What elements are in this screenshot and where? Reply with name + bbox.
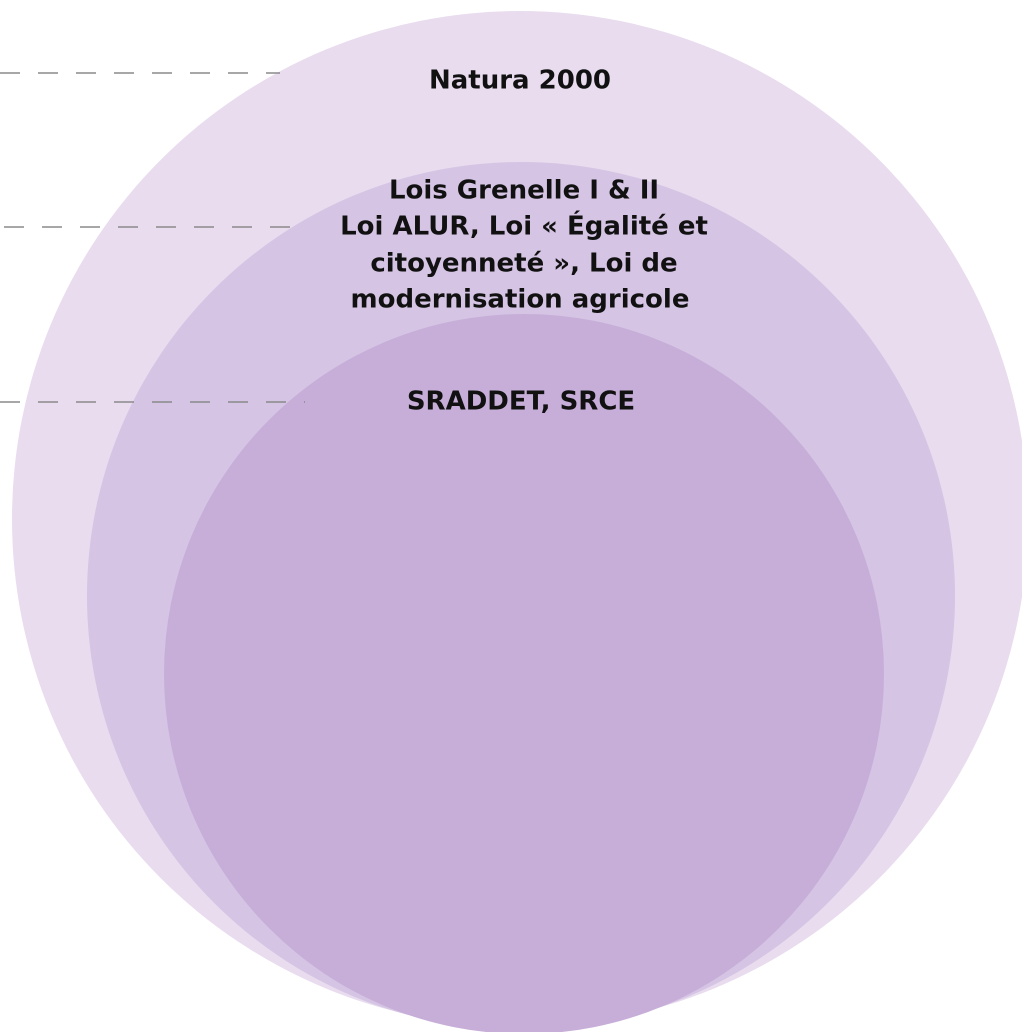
circle-label: Lois Grenelle I & II (389, 176, 659, 206)
circle-label: citoyenneté », Loi de (370, 249, 677, 279)
circle-label: Loi ALUR, Loi « Égalité et (340, 210, 708, 242)
circle-label: modernisation agricole (351, 285, 690, 315)
circle-label: SRADDET, SRCE (407, 387, 635, 417)
circle-label: Natura 2000 (429, 66, 611, 96)
inner-circle (164, 314, 884, 1032)
